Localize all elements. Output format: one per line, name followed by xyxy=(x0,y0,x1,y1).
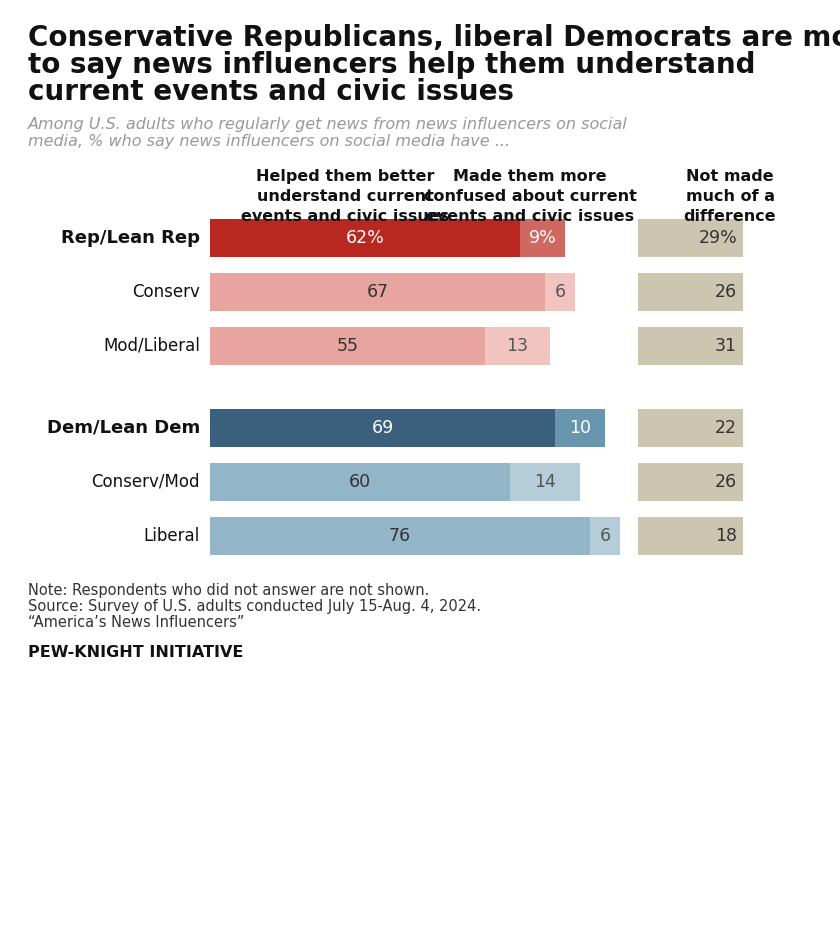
Bar xyxy=(510,463,580,501)
Text: Conserv: Conserv xyxy=(132,283,200,301)
Bar xyxy=(545,273,575,311)
Text: Conserv/Mod: Conserv/Mod xyxy=(92,473,200,491)
Text: 31: 31 xyxy=(715,337,737,355)
Text: 62%: 62% xyxy=(345,229,385,247)
Text: 10: 10 xyxy=(569,419,591,437)
Text: 26: 26 xyxy=(715,283,737,301)
Text: 67: 67 xyxy=(366,283,389,301)
Bar xyxy=(638,273,743,311)
Text: 69: 69 xyxy=(371,419,394,437)
Bar xyxy=(638,409,743,447)
Bar xyxy=(210,409,555,447)
Text: Made them more
confused about current
events and civic issues: Made them more confused about current ev… xyxy=(423,169,637,224)
Bar xyxy=(210,463,510,501)
Text: Note: Respondents who did not answer are not shown.: Note: Respondents who did not answer are… xyxy=(28,583,429,598)
Text: Conservative Republicans, liberal Democrats are more likely: Conservative Republicans, liberal Democr… xyxy=(28,24,840,52)
Text: to say news influencers help them understand: to say news influencers help them unders… xyxy=(28,51,755,79)
Bar xyxy=(590,517,620,555)
Bar xyxy=(638,463,743,501)
Text: Mod/Liberal: Mod/Liberal xyxy=(103,337,200,355)
Text: Dem/Lean Dem: Dem/Lean Dem xyxy=(47,419,200,437)
Text: 29%: 29% xyxy=(698,229,737,247)
Text: 14: 14 xyxy=(534,473,556,491)
Text: current events and civic issues: current events and civic issues xyxy=(28,78,514,106)
Text: 26: 26 xyxy=(715,473,737,491)
Bar xyxy=(638,327,743,365)
Text: 9%: 9% xyxy=(528,229,556,247)
Text: 55: 55 xyxy=(337,337,359,355)
Text: 76: 76 xyxy=(389,527,411,545)
Bar xyxy=(210,327,485,365)
Bar xyxy=(520,219,565,257)
Text: media, % who say news influencers on social media have ...: media, % who say news influencers on soc… xyxy=(28,134,510,149)
Text: Rep/Lean Rep: Rep/Lean Rep xyxy=(61,229,200,247)
Text: PEW-KNIGHT INITIATIVE: PEW-KNIGHT INITIATIVE xyxy=(28,645,244,660)
Text: Source: Survey of U.S. adults conducted July 15-Aug. 4, 2024.: Source: Survey of U.S. adults conducted … xyxy=(28,599,481,614)
Text: 13: 13 xyxy=(507,337,528,355)
Text: Helped them better
understand current
events and civic issues: Helped them better understand current ev… xyxy=(241,169,449,224)
Bar xyxy=(210,517,590,555)
Text: “America’s News Influencers”: “America’s News Influencers” xyxy=(28,615,244,630)
Text: 6: 6 xyxy=(554,283,565,301)
Bar xyxy=(638,517,743,555)
Text: Not made
much of a
difference: Not made much of a difference xyxy=(684,169,776,224)
Bar xyxy=(210,273,545,311)
Bar xyxy=(210,219,520,257)
Bar xyxy=(485,327,550,365)
Text: 6: 6 xyxy=(600,527,611,545)
Bar xyxy=(555,409,605,447)
Text: Among U.S. adults who regularly get news from news influencers on social: Among U.S. adults who regularly get news… xyxy=(28,117,627,132)
Bar xyxy=(638,219,743,257)
Text: 18: 18 xyxy=(715,527,737,545)
Text: Liberal: Liberal xyxy=(144,527,200,545)
Text: 22: 22 xyxy=(715,419,737,437)
Text: 60: 60 xyxy=(349,473,371,491)
